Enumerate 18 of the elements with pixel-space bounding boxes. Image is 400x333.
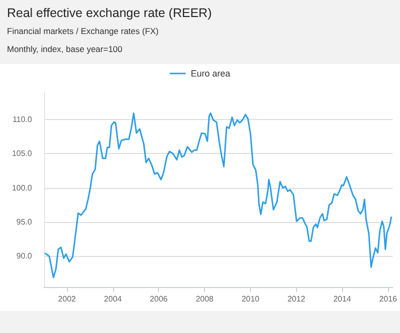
x-tick-label: 2008 xyxy=(196,294,214,304)
x-tick-label: 2010 xyxy=(242,294,260,304)
y-tick-label: 105.0 xyxy=(12,149,33,158)
x-tick-label: 2016 xyxy=(379,294,398,304)
y-tick-label: 90.0 xyxy=(16,252,33,261)
y-tick-label: 110.0 xyxy=(12,114,33,124)
x-tick-label: 2014 xyxy=(333,294,352,304)
x-tick-label: 2006 xyxy=(150,294,168,304)
legend-label: Euro area xyxy=(190,68,230,78)
x-tick-label: 2012 xyxy=(287,294,306,304)
line-series xyxy=(44,112,392,278)
chart-title: Real effective exchange rate (REER) xyxy=(7,6,212,20)
y-tick-label: 95.0 xyxy=(16,218,33,226)
text: Monthly, index, base year=100 xyxy=(7,44,122,54)
x-tick-label: 2002 xyxy=(58,294,76,304)
y-tick-label: 100.0 xyxy=(12,183,33,192)
x-tick-label: 2004 xyxy=(104,294,122,304)
chart-subtitle: Financial markets / Exchange rates (FX) xyxy=(7,26,159,36)
